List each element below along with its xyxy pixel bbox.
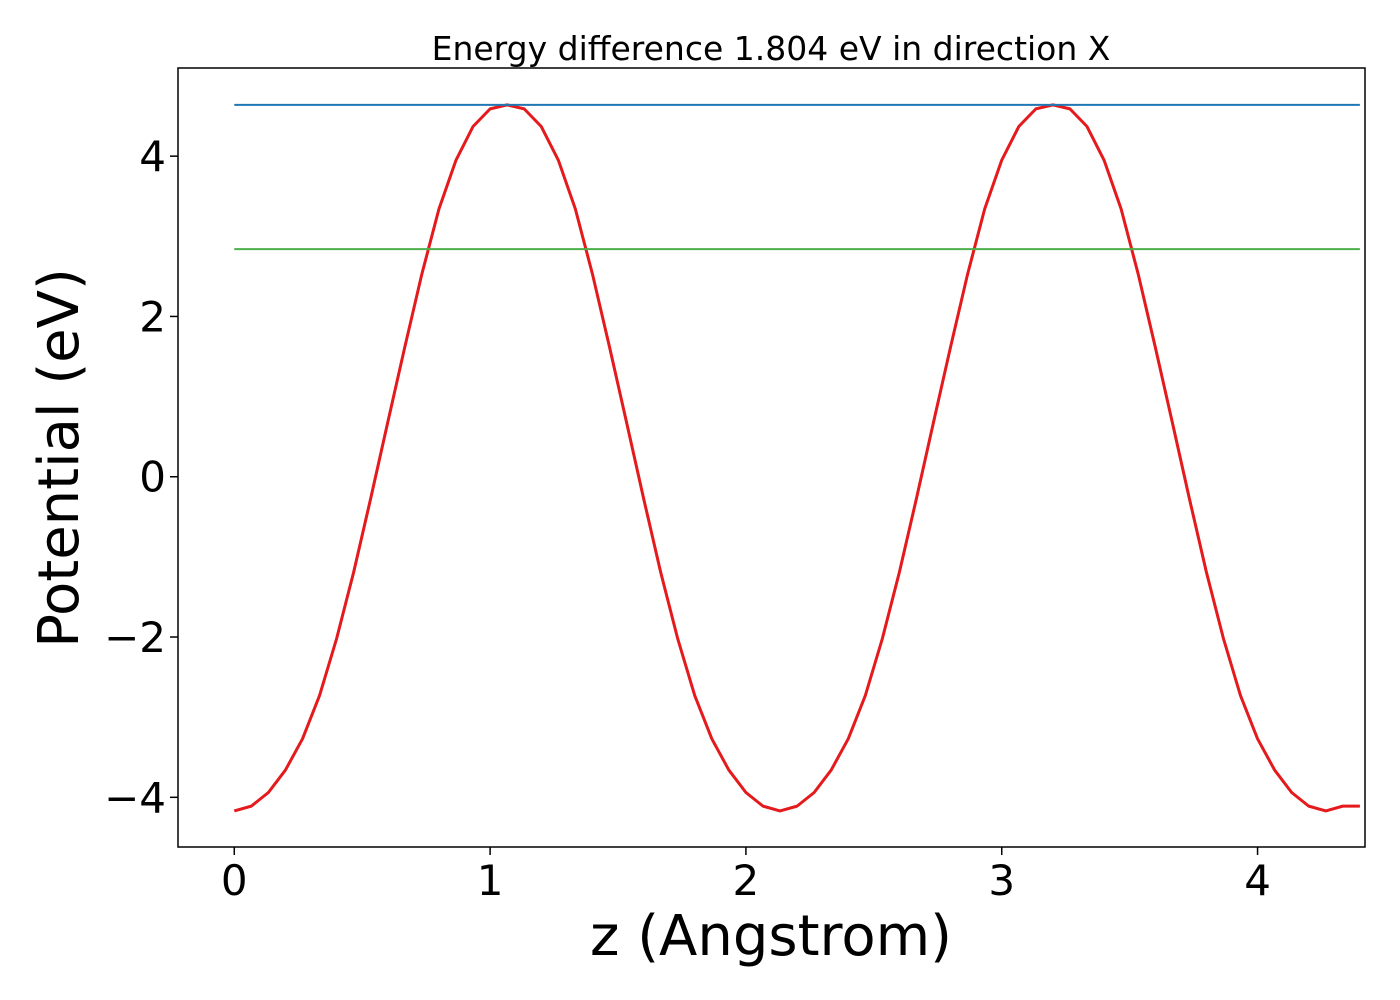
y-tick-label: 4 [139, 132, 166, 181]
y-tick-label: 0 [139, 453, 166, 502]
series-layer [233, 103, 1360, 813]
x-tick-label: 1 [477, 856, 504, 905]
x-tick-label: 2 [733, 856, 760, 905]
x-tick-label: 0 [221, 856, 248, 905]
x-axis-label: z (Angstrom) [590, 904, 952, 969]
y-axis-label: Potential (eV) [27, 268, 92, 648]
y-tick-label: −2 [104, 613, 166, 662]
plot-frame [177, 67, 1366, 848]
x-tick-label: 4 [1244, 856, 1271, 905]
y-tick-label: 2 [139, 292, 166, 341]
chart-title: Energy difference 1.804 eV in direction … [432, 29, 1111, 68]
y-tick-label: −4 [104, 773, 166, 822]
potential-curve [233, 103, 1360, 813]
y-axis-ticks: −4 −2 0 2 4 [104, 132, 178, 822]
x-axis-ticks: 0 1 2 3 4 [221, 847, 1271, 905]
x-tick-label: 3 [988, 856, 1015, 905]
